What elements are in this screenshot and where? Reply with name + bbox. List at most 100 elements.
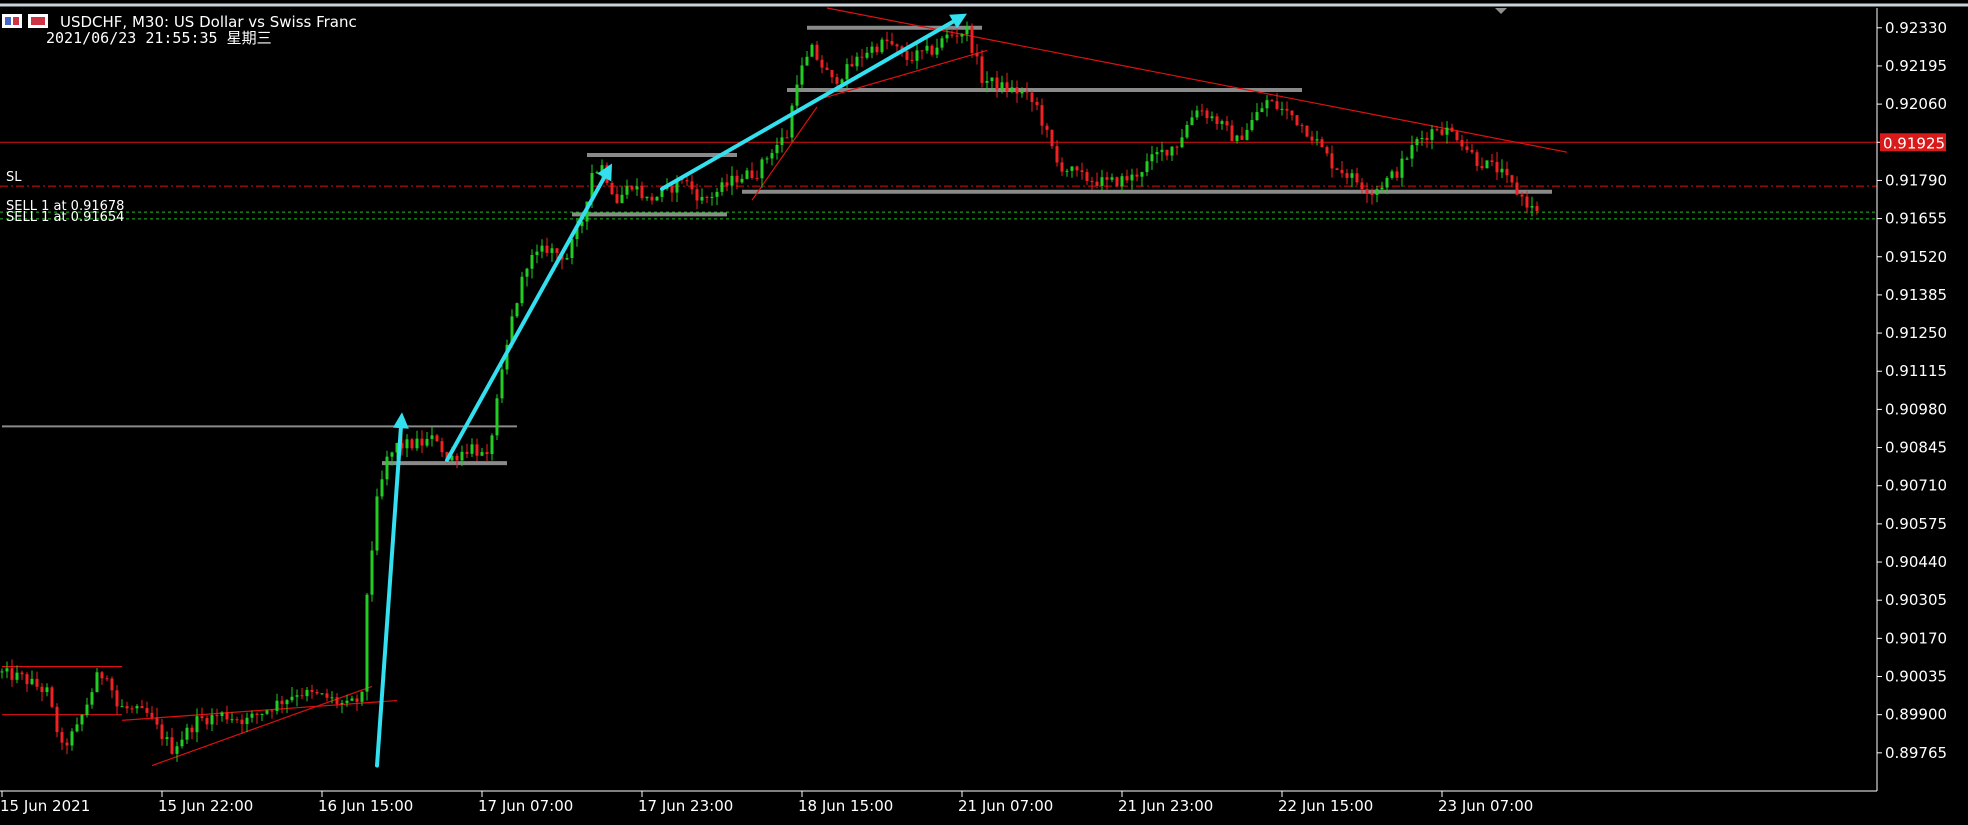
candle: [10, 659, 14, 687]
candle-body: [1280, 108, 1284, 110]
candle: [300, 688, 304, 700]
price-tick-label: 0.90440: [1885, 553, 1947, 571]
candle-body: [945, 34, 949, 39]
candle: [1160, 142, 1164, 161]
candle-body: [25, 674, 29, 685]
candle: [155, 707, 159, 730]
candle-body: [1295, 115, 1299, 126]
candle: [325, 688, 329, 702]
price-axis[interactable]: 0.92330 0.92195 0.92060 0.91925 0.91790 0.916…: [1877, 19, 1947, 762]
price-tick-label: 0.89900: [1885, 706, 1947, 724]
candle: [55, 703, 59, 738]
candle-body: [300, 695, 304, 697]
candle-body: [15, 672, 19, 680]
candle: [820, 55, 824, 74]
candle: [530, 249, 534, 279]
candle: [1120, 173, 1124, 194]
trendline: [751, 106, 818, 201]
candle: [90, 688, 94, 709]
candle-body: [20, 672, 24, 675]
candle: [1165, 149, 1169, 161]
candle-body: [410, 439, 414, 449]
candle-body: [1175, 146, 1179, 148]
candle: [1285, 101, 1289, 120]
candle-body: [505, 344, 509, 370]
candle: [960, 33, 964, 44]
candle: [995, 70, 999, 98]
candle-body: [785, 137, 789, 139]
candle-body: [795, 84, 799, 106]
candle-body: [965, 26, 969, 35]
candle-body: [1370, 193, 1374, 195]
candle-body: [625, 186, 629, 195]
candle-body: [1445, 127, 1449, 135]
candle: [330, 691, 334, 704]
price-tick-label: 0.91385: [1885, 286, 1947, 304]
candle: [375, 488, 379, 556]
candle: [1420, 130, 1424, 146]
time-tick-label: 17 Jun 23:00: [638, 797, 733, 815]
candle: [1050, 129, 1054, 149]
candle: [1480, 157, 1484, 171]
symbol-title: USDCHF, M30: US Dollar vs Swiss Franc: [60, 13, 357, 31]
candle-body: [210, 715, 214, 725]
trend-arrow-shaft: [445, 175, 607, 463]
candle: [105, 675, 109, 682]
candle-body: [305, 689, 309, 697]
candle: [185, 723, 189, 744]
candle: [785, 130, 789, 139]
candle: [1490, 153, 1494, 167]
candle: [120, 699, 124, 708]
candle: [1180, 128, 1184, 149]
price-tick-label: 0.91790: [1885, 171, 1947, 189]
candle-body: [635, 186, 639, 190]
candle-body: [695, 189, 699, 201]
candle-body: [145, 708, 149, 713]
candle-body: [295, 695, 299, 697]
candle-body: [460, 451, 464, 461]
candle-body: [960, 34, 964, 37]
candle: [950, 30, 954, 39]
chart-window-icon[interactable]: [2, 14, 48, 28]
candle-body: [650, 196, 654, 201]
candle-body: [1440, 129, 1444, 135]
candle-body: [100, 672, 104, 679]
candle-body: [155, 717, 159, 725]
candle-body: [1130, 174, 1134, 181]
candle-body: [630, 186, 634, 190]
candle: [1155, 146, 1159, 164]
candle: [1190, 110, 1194, 126]
candle: [415, 430, 419, 451]
candle-body: [455, 455, 459, 461]
candle: [210, 708, 214, 732]
candle: [460, 445, 464, 467]
candle: [815, 40, 819, 61]
candle-body: [670, 186, 674, 193]
candle-body: [1380, 187, 1384, 190]
candle-body: [730, 175, 734, 186]
price-tick-label: 0.92330: [1885, 19, 1947, 37]
sl-line-label: SL: [6, 170, 22, 185]
candle-body: [175, 746, 179, 754]
candle-body: [1055, 146, 1059, 163]
candle-body: [1010, 87, 1014, 92]
shift-marker-icon[interactable]: [1495, 8, 1507, 14]
candle-body: [720, 182, 724, 192]
time-tick-label: 16 Jun 15:00: [318, 797, 413, 815]
candle-body: [555, 248, 559, 253]
candle: [370, 541, 374, 602]
candle: [25, 672, 29, 692]
candle: [1015, 80, 1019, 103]
candle-body: [955, 35, 959, 37]
candle: [35, 671, 39, 691]
time-axis[interactable]: 15 Jun 2021 15 Jun 22:00 16 Jun 15:00 17 Ju…: [0, 791, 1533, 815]
candle-body: [1125, 176, 1129, 181]
candle: [515, 302, 519, 318]
price-tick-label: 0.90710: [1885, 477, 1947, 495]
candle-body: [1305, 125, 1309, 137]
candle: [1330, 145, 1334, 178]
candle-body: [325, 693, 329, 698]
candle-body: [760, 159, 764, 179]
